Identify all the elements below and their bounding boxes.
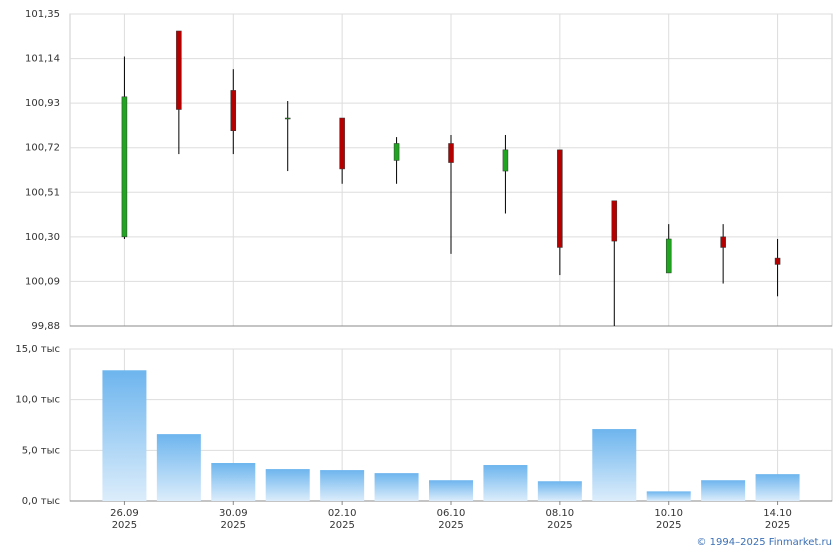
candle-body xyxy=(448,143,454,163)
volume-bar xyxy=(755,474,800,501)
volume-bar xyxy=(265,469,310,501)
x-tick-year: 2025 xyxy=(765,520,790,531)
y-tick-label: 100,09 xyxy=(25,276,60,287)
y-tick-label: 100,30 xyxy=(25,232,60,243)
volume-bar xyxy=(483,465,528,501)
candle-body xyxy=(339,117,345,170)
x-tick-year: 2025 xyxy=(112,520,137,531)
y-tick-label: 100,51 xyxy=(25,187,60,198)
x-tick-label: 26.09 xyxy=(110,508,139,519)
candle-body xyxy=(176,30,182,110)
candle-body xyxy=(611,200,618,242)
candle-body xyxy=(774,257,781,265)
x-tick-label: 08.10 xyxy=(546,508,575,519)
volume-bar xyxy=(156,434,201,501)
x-tick-year: 2025 xyxy=(656,520,681,531)
volume-bar xyxy=(537,481,582,501)
x-tick-label: 14.10 xyxy=(763,508,792,519)
candle-body xyxy=(665,238,672,274)
volume-bar xyxy=(701,480,746,501)
y-tick-label: 99,88 xyxy=(31,321,60,332)
volume-bar xyxy=(429,480,473,501)
x-tick-label: 30.09 xyxy=(219,508,248,519)
x-tick-year: 2025 xyxy=(438,520,463,531)
candle-body xyxy=(230,90,237,131)
candle-body xyxy=(393,143,400,161)
footer: © 1994–2025 Finmarket.ru xyxy=(696,537,832,548)
y-tick-label: 101,14 xyxy=(25,54,60,65)
volume-bar xyxy=(374,473,419,501)
y-tick-label: 100,93 xyxy=(25,98,60,109)
x-tick-label: 10.10 xyxy=(654,508,683,519)
y-tick-label: 5,0 тыс xyxy=(22,445,60,456)
volume-bar xyxy=(211,463,256,501)
candle-body xyxy=(502,149,509,172)
y-tick-label: 15,0 тыс xyxy=(15,344,60,355)
volume-bar xyxy=(320,470,365,501)
x-tick-label: 06.10 xyxy=(437,508,466,519)
volume-bar xyxy=(102,370,147,501)
volume-bar xyxy=(592,429,637,501)
candle-body xyxy=(720,236,726,248)
candle-body xyxy=(557,149,563,248)
candle-body xyxy=(284,117,291,120)
x-tick-year: 2025 xyxy=(221,520,246,531)
y-tick-label: 100,72 xyxy=(25,143,60,154)
candle-body xyxy=(121,96,128,238)
y-tick-label: 101,35 xyxy=(25,9,60,20)
x-tick-year: 2025 xyxy=(547,520,572,531)
x-tick-year: 2025 xyxy=(329,520,354,531)
x-tick-label: 02.10 xyxy=(328,508,357,519)
y-tick-label: 10,0 тыс xyxy=(15,395,60,406)
y-tick-label: 0,0 тыс xyxy=(22,496,60,507)
volume-bar xyxy=(646,491,691,501)
